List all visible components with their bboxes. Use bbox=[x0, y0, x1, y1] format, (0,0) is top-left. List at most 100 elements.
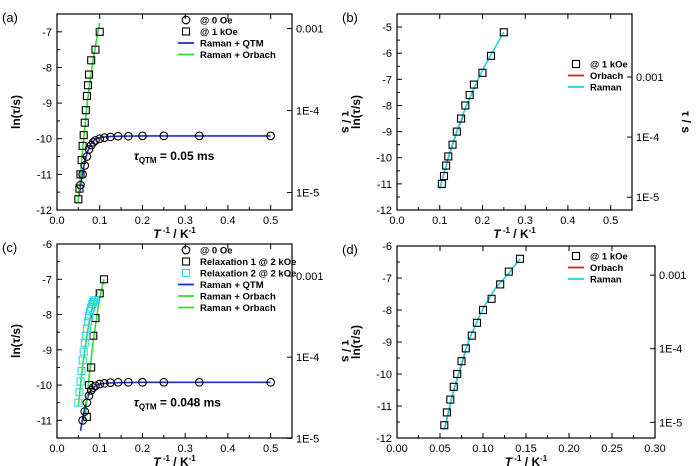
data-point bbox=[99, 275, 109, 284]
data-point bbox=[80, 407, 90, 416]
legend-label: Raman + QTM bbox=[200, 39, 264, 50]
data-point bbox=[77, 366, 86, 376]
legend-label: Raman + Orbach bbox=[200, 303, 276, 314]
legend-label: Relaxation 2 @ 2 kOe bbox=[200, 269, 296, 280]
data-point bbox=[449, 382, 458, 391]
data-point bbox=[504, 267, 513, 276]
right-axis-label: τ / s bbox=[339, 340, 353, 362]
data-point bbox=[77, 156, 86, 165]
right-tick-label: 1E-4 bbox=[636, 132, 659, 144]
data-point bbox=[88, 383, 98, 392]
legend-label: @ 1 kOe bbox=[590, 60, 628, 71]
data-point bbox=[80, 118, 89, 127]
y-tick-label: -7 bbox=[42, 27, 52, 39]
right-tick-label: 1E-5 bbox=[659, 417, 682, 429]
data-point bbox=[440, 421, 449, 430]
data-point bbox=[442, 161, 451, 170]
y-tick-label: -11 bbox=[37, 169, 52, 181]
plot-frame bbox=[56, 243, 293, 439]
right-tick-label: 1E-5 bbox=[296, 188, 319, 200]
right-tick-label: 1E-4 bbox=[659, 344, 682, 356]
legend-label: @ 1 kOe bbox=[590, 252, 628, 263]
y-axis-label: ln(τ/s) bbox=[9, 95, 23, 129]
annotation: τQTM = 0.05 ms bbox=[134, 149, 215, 165]
legend-marker bbox=[181, 15, 191, 25]
data-point bbox=[88, 137, 98, 147]
panel-b: 0.0 0.1 0.2 0.3 0.4 0.5 -12 -11 -10 -9 -8 -7 -6 -5 0.0… bbox=[342, 10, 693, 241]
data-point bbox=[465, 90, 474, 100]
data-point bbox=[79, 131, 88, 140]
y-tick-label: -11 bbox=[37, 415, 52, 427]
panel-c: 0.0 0.1 0.2 0.3 0.4 0.5 -11 -10 -9 -8 -7 -6 0.001 1E-… bbox=[2, 239, 353, 466]
legend-label: Raman + Orbach bbox=[200, 292, 276, 303]
legend-marker bbox=[181, 27, 191, 36]
y-tick-label: -12 bbox=[376, 205, 392, 217]
data-point bbox=[496, 280, 505, 289]
panel-label: (b) bbox=[342, 10, 358, 25]
x-label-part: T bbox=[493, 227, 502, 241]
x-tick-label: 0.3 bbox=[178, 215, 193, 227]
legend-label: Raman + Orbach bbox=[200, 50, 276, 61]
right-tick-label: 1E-4 bbox=[296, 106, 319, 118]
data-point bbox=[194, 131, 204, 141]
data-point bbox=[84, 70, 94, 79]
x-tick-label: 0.1 bbox=[432, 215, 447, 227]
legend-marker bbox=[181, 268, 191, 278]
x-axis-label: T -1 / K-1 bbox=[153, 454, 196, 466]
data-point bbox=[124, 377, 133, 387]
data-point bbox=[78, 141, 87, 150]
data-point bbox=[194, 377, 204, 387]
data-point bbox=[515, 254, 525, 263]
panel-label: (c) bbox=[2, 240, 17, 255]
x-tick-label: 0.1 bbox=[92, 443, 107, 455]
data-point bbox=[91, 296, 100, 305]
x-tick-label: 0.5 bbox=[263, 443, 278, 455]
data-point bbox=[75, 184, 84, 193]
data-point bbox=[83, 81, 93, 90]
data-point bbox=[91, 381, 100, 391]
data-point bbox=[78, 356, 87, 365]
x-tick-label: 0.4 bbox=[560, 215, 575, 227]
x-tick-label: 0.0 bbox=[389, 215, 404, 227]
data-point bbox=[453, 369, 462, 379]
x-axis-label: T -1 / K-1 bbox=[153, 226, 196, 241]
right-tick-label: 0.001 bbox=[636, 72, 664, 84]
x-label-part: T bbox=[153, 455, 162, 466]
legend-label: @ 0 Oe bbox=[200, 246, 233, 257]
y-tick-label: -12 bbox=[36, 205, 52, 217]
plot-frame bbox=[396, 13, 633, 211]
y-tick-label: -5 bbox=[382, 22, 392, 34]
x-label-sup: -1 bbox=[512, 454, 522, 463]
x-tick-label: 0.0 bbox=[49, 215, 64, 227]
data-point bbox=[448, 140, 457, 149]
x-label-part: T bbox=[505, 455, 514, 466]
data-point bbox=[87, 56, 96, 65]
legend-label: Orbach bbox=[590, 71, 623, 82]
data-point bbox=[444, 152, 453, 161]
x-tick-label: 0.25 bbox=[601, 443, 622, 455]
data-point bbox=[138, 131, 147, 141]
x-label-part: / K bbox=[170, 227, 189, 241]
data-point bbox=[83, 317, 93, 326]
plot-area bbox=[437, 28, 508, 190]
x-tick-label: 0.5 bbox=[263, 215, 278, 227]
data-point bbox=[159, 131, 169, 141]
data-point bbox=[95, 134, 105, 144]
x-tick-label: 0.2 bbox=[135, 443, 150, 455]
x-label-sup: -1 bbox=[161, 454, 171, 463]
y-tick-label: -9 bbox=[42, 98, 52, 110]
panel-label: (a) bbox=[2, 10, 18, 25]
plot-frame bbox=[56, 13, 293, 211]
legend-marker bbox=[181, 245, 191, 255]
x-axis-label: T -1 / K-1 bbox=[493, 226, 536, 241]
y-tick-label: -7 bbox=[42, 274, 52, 286]
plot-area bbox=[440, 254, 525, 431]
annotation-rest: = 0.05 ms bbox=[157, 149, 215, 163]
data-point bbox=[486, 51, 496, 60]
x-label-sup: -1 bbox=[501, 226, 511, 235]
legend-label: Orbach bbox=[590, 263, 623, 274]
